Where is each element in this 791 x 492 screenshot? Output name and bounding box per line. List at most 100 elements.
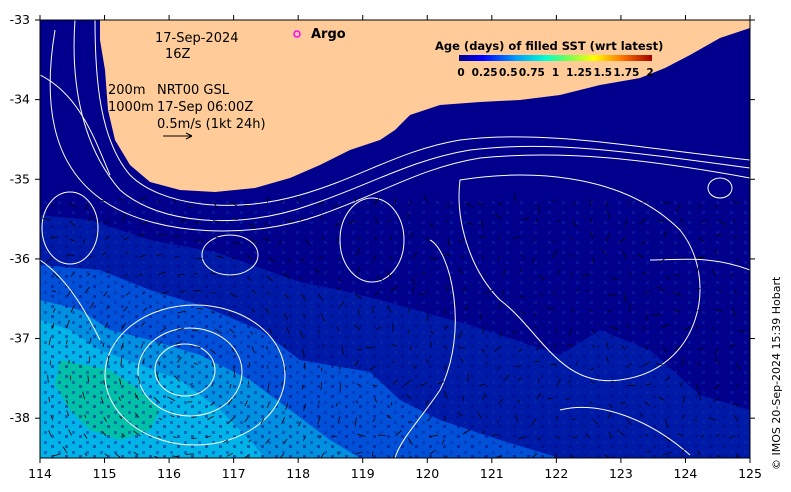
current-vector bbox=[491, 434, 499, 436]
current-vector bbox=[552, 199, 556, 203]
current-vector bbox=[355, 293, 362, 300]
current-vector bbox=[697, 361, 701, 366]
current-vector bbox=[211, 363, 214, 368]
x-tick-label: 122 bbox=[544, 466, 568, 481]
current-vector bbox=[629, 272, 633, 276]
current-vector bbox=[409, 455, 412, 458]
current-vector bbox=[517, 399, 521, 403]
current-vector bbox=[678, 235, 682, 239]
current-vector bbox=[716, 455, 721, 457]
current-vector bbox=[66, 319, 70, 328]
current-vector bbox=[695, 324, 699, 330]
current-vector bbox=[158, 361, 161, 366]
current-vector bbox=[212, 201, 218, 209]
current-vector bbox=[82, 391, 85, 400]
current-vector bbox=[673, 291, 681, 297]
current-vector bbox=[569, 253, 573, 258]
current-vector bbox=[538, 378, 540, 383]
contour-line bbox=[559, 406, 691, 456]
current-vector bbox=[477, 201, 483, 206]
current-vector bbox=[167, 396, 176, 402]
contour-eddy bbox=[339, 197, 405, 283]
current-vector bbox=[138, 196, 148, 201]
current-vector bbox=[173, 198, 177, 204]
current-vector bbox=[513, 236, 521, 240]
current-vector bbox=[426, 236, 430, 242]
current-vector bbox=[534, 312, 536, 317]
current-vector bbox=[412, 251, 418, 259]
current-vector bbox=[531, 257, 535, 264]
current-vector bbox=[106, 270, 110, 274]
current-vector bbox=[520, 311, 525, 314]
current-vector bbox=[62, 446, 68, 454]
current-vector bbox=[177, 273, 185, 276]
current-vector bbox=[160, 219, 165, 222]
current-vector bbox=[494, 213, 502, 220]
current-vector bbox=[605, 341, 609, 350]
current-vector bbox=[337, 416, 341, 424]
current-vector bbox=[444, 364, 448, 371]
y-tick-label: -36 bbox=[10, 251, 30, 266]
depth-label-1000m: 1000m bbox=[108, 100, 154, 115]
colorbar-tick-label: 0 bbox=[457, 67, 464, 79]
x-tick-label: 121 bbox=[480, 466, 504, 481]
current-vector bbox=[712, 269, 716, 276]
current-vector bbox=[101, 430, 107, 437]
current-vector bbox=[557, 269, 561, 275]
isobath-1000m bbox=[73, 20, 750, 222]
current-vector bbox=[303, 362, 306, 370]
current-vector bbox=[157, 340, 163, 347]
current-vector bbox=[697, 450, 700, 456]
current-vector bbox=[465, 202, 474, 208]
current-vector bbox=[228, 312, 233, 316]
current-vector bbox=[268, 327, 273, 335]
current-vector bbox=[425, 399, 429, 406]
current-vector bbox=[355, 400, 359, 404]
current-vector bbox=[82, 238, 86, 244]
current-vector bbox=[104, 219, 110, 225]
current-vector bbox=[51, 323, 55, 330]
current-vector bbox=[120, 358, 122, 367]
current-vector bbox=[592, 344, 596, 349]
current-vector bbox=[411, 277, 416, 285]
current-vector bbox=[87, 216, 95, 222]
current-vector bbox=[285, 403, 289, 410]
x-tick-label: 125 bbox=[738, 466, 762, 481]
current-vector bbox=[429, 223, 434, 228]
product-time-label: 17-Sep 06:00Z bbox=[157, 100, 253, 115]
current-vector bbox=[137, 375, 141, 385]
current-vector bbox=[658, 258, 666, 264]
current-vector bbox=[281, 416, 286, 424]
current-vector bbox=[683, 326, 691, 331]
current-vector bbox=[338, 301, 345, 309]
product-label: NRT00 GSL bbox=[157, 83, 230, 98]
current-vector bbox=[118, 198, 125, 202]
colorbar-tick-label: 1.5 bbox=[593, 67, 612, 79]
y-tick-label: -35 bbox=[10, 171, 30, 186]
contour-line bbox=[394, 239, 456, 458]
current-vector bbox=[301, 384, 304, 390]
current-vector bbox=[372, 255, 377, 262]
current-vector bbox=[517, 436, 527, 440]
current-vector bbox=[664, 377, 671, 382]
current-vector bbox=[698, 392, 702, 401]
current-vector bbox=[624, 219, 628, 226]
current-vector bbox=[681, 448, 685, 454]
current-vector bbox=[601, 249, 607, 256]
current-vector bbox=[502, 269, 506, 276]
colorbar-tick-label: 1.25 bbox=[566, 67, 592, 79]
current-vector bbox=[89, 337, 92, 345]
colorbar-tick-label: 1.75 bbox=[613, 67, 639, 79]
current-vector bbox=[607, 293, 617, 296]
current-vector bbox=[284, 343, 286, 348]
current-vector bbox=[499, 331, 502, 337]
current-vector bbox=[733, 414, 739, 422]
current-vector bbox=[263, 237, 271, 242]
y-tick-label: -34 bbox=[10, 92, 30, 107]
current-vector bbox=[662, 347, 668, 352]
current-vector bbox=[404, 379, 412, 387]
current-vector bbox=[679, 218, 684, 223]
current-vector bbox=[50, 203, 55, 207]
current-vector bbox=[466, 222, 473, 225]
